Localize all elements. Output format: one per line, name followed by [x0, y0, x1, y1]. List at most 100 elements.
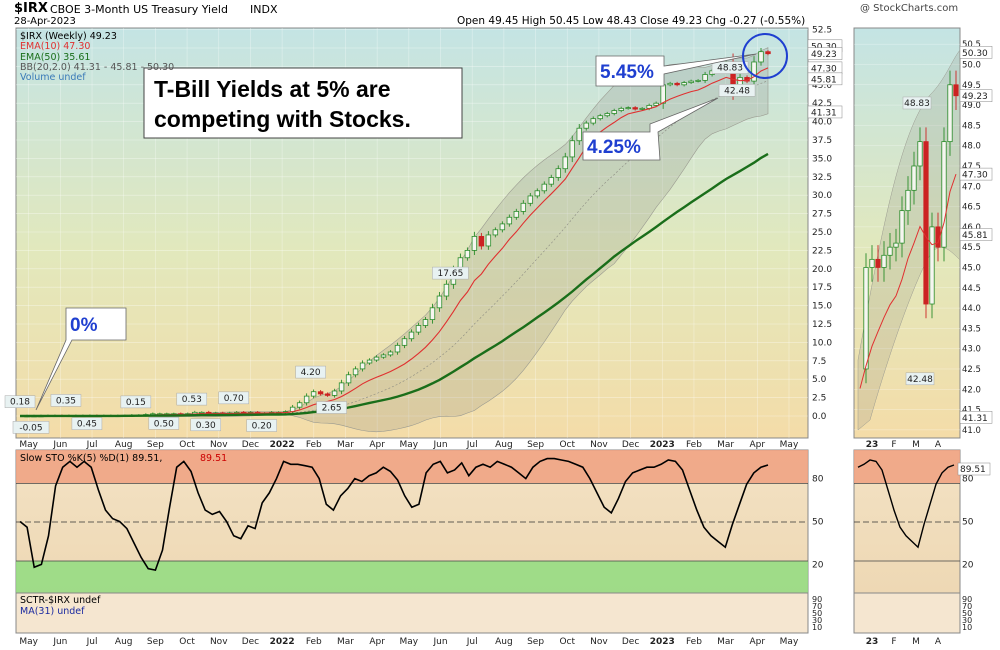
sctr-tick: 10 [812, 623, 822, 632]
candle-body [436, 295, 443, 309]
mini-y-tick: 47.0 [962, 182, 981, 192]
mini-y-tick: 47.5 [962, 162, 981, 172]
y-tick-label: 52.5 [812, 26, 832, 36]
candle-body [401, 338, 408, 346]
stoch-tick: 20 [812, 560, 824, 570]
stoch-legend: Slow STO %K(5) %D(1) 89.51, [20, 453, 162, 464]
mini-y-tick: 45.5 [962, 243, 981, 253]
mini-candle-body [929, 226, 935, 305]
candle-body [667, 82, 673, 86]
x-tick-label: Dec [622, 440, 639, 450]
candle-body [639, 107, 645, 110]
candle-body [674, 82, 680, 86]
mini-ema10-line [859, 173, 957, 389]
x-tick-label: Sep [147, 440, 164, 450]
x-tick-label: May [780, 440, 799, 450]
candle-body [394, 344, 401, 353]
y-tick-label: 17.5 [812, 283, 832, 293]
price-label: 4.20 [295, 365, 326, 379]
price-label: 0.20 [246, 419, 277, 432]
x-tick-label: Apr [750, 440, 766, 450]
x-tick-label: Apr [369, 637, 385, 647]
headline-callout: T-Bill Yields at 5% are competing with S… [143, 67, 463, 139]
x-tick-label: Oct [559, 637, 575, 647]
mini-last-label-text: 50.30 [962, 49, 988, 59]
candle-body [373, 356, 380, 361]
y-tick-label: 30.0 [812, 191, 832, 201]
candle-body [695, 79, 701, 82]
candle-body [492, 229, 499, 236]
y-tick-label: 0.0 [812, 412, 827, 422]
last-value-label: 47.30 [807, 61, 843, 74]
candle-body [303, 395, 310, 404]
y-tick-label: 2.5 [812, 394, 826, 404]
svg-text:0.20: 0.20 [252, 422, 272, 432]
mini-candle-body [863, 267, 869, 370]
candle-body [513, 210, 520, 218]
x-tick-label: 2023 [650, 440, 675, 450]
chart-date: 28-Apr-2023 [14, 16, 76, 27]
candle-body [625, 107, 631, 110]
svg-text:0.35: 0.35 [56, 396, 76, 406]
high-callout: 5.45% [595, 53, 757, 87]
price-label: 42.48 [718, 84, 756, 97]
y-tick-label: 27.5 [812, 210, 832, 220]
mini-stoch-tick: 80 [962, 475, 974, 485]
x-tick-label: Sep [527, 637, 544, 647]
mini-candle-body [953, 84, 959, 97]
x-tick-label: Oct [179, 637, 195, 647]
x-tick-label: Nov [590, 637, 608, 647]
svg-text:49.23: 49.23 [811, 50, 837, 60]
mini-y-tick: 43.0 [962, 345, 981, 355]
mini-stoch-tick: 50 [962, 518, 974, 528]
sctr-legend: SCTR-$IRX undef [20, 595, 101, 606]
x-tick-label: May [19, 637, 38, 647]
mini-candle-body [887, 246, 893, 256]
price-label: 2.65 [316, 401, 347, 414]
x-tick-label: Jun [432, 637, 447, 647]
candle-body [520, 202, 527, 212]
last-value-label: 49.23 [807, 47, 843, 60]
candle-body [569, 140, 575, 158]
mini-x-tick: F [891, 637, 896, 647]
svg-text:-0.05: -0.05 [19, 423, 42, 433]
low-callout: 4.25% [582, 97, 719, 161]
candle-body [338, 382, 345, 392]
price-label: 0.70 [218, 391, 249, 405]
svg-text:0.18: 0.18 [10, 398, 30, 408]
candle-body [541, 183, 547, 192]
mini-candle-body [869, 258, 875, 268]
overbought-zone [16, 450, 808, 484]
mini-y-tick: 43.5 [962, 324, 981, 334]
candle-body [415, 325, 422, 333]
mini-y-tick: 49.0 [962, 101, 981, 111]
symbol: $IRX [14, 1, 48, 16]
candle-body [688, 80, 694, 83]
candle-body [618, 107, 624, 111]
candle-body [555, 168, 561, 178]
legend-volume: Volume undef [20, 72, 86, 83]
x-tick-label: Oct [179, 440, 195, 450]
mini-sctr-tick: 90 [962, 595, 972, 604]
price-label: 0.50 [148, 417, 180, 430]
sctr-tick: 70 [812, 602, 822, 611]
candle-body [597, 115, 603, 120]
mini-last-label-text: 49.23 [962, 92, 988, 102]
mini-sctr-tick: 30 [962, 616, 972, 625]
x-tick-label: Mar [337, 637, 354, 647]
mini-candle-body [893, 242, 899, 248]
mini-price-label [902, 96, 932, 110]
x-tick-label: Apr [750, 637, 766, 647]
candle-body [352, 368, 359, 376]
zero-callout: 0% [35, 307, 127, 411]
x-tick-label: 2023 [650, 637, 675, 647]
svg-text:42.48: 42.48 [724, 86, 750, 96]
svg-text:45.81: 45.81 [811, 75, 837, 85]
price-label: 0.18 [4, 395, 36, 408]
x-tick-label: Jul [466, 637, 478, 647]
mini-y-tick: 48.0 [962, 142, 981, 152]
mini-y-tick: 48.5 [962, 121, 981, 131]
y-tick-label: 25.0 [812, 228, 832, 238]
x-tick-label: May [400, 637, 419, 647]
x-tick-label: Feb [306, 440, 322, 450]
